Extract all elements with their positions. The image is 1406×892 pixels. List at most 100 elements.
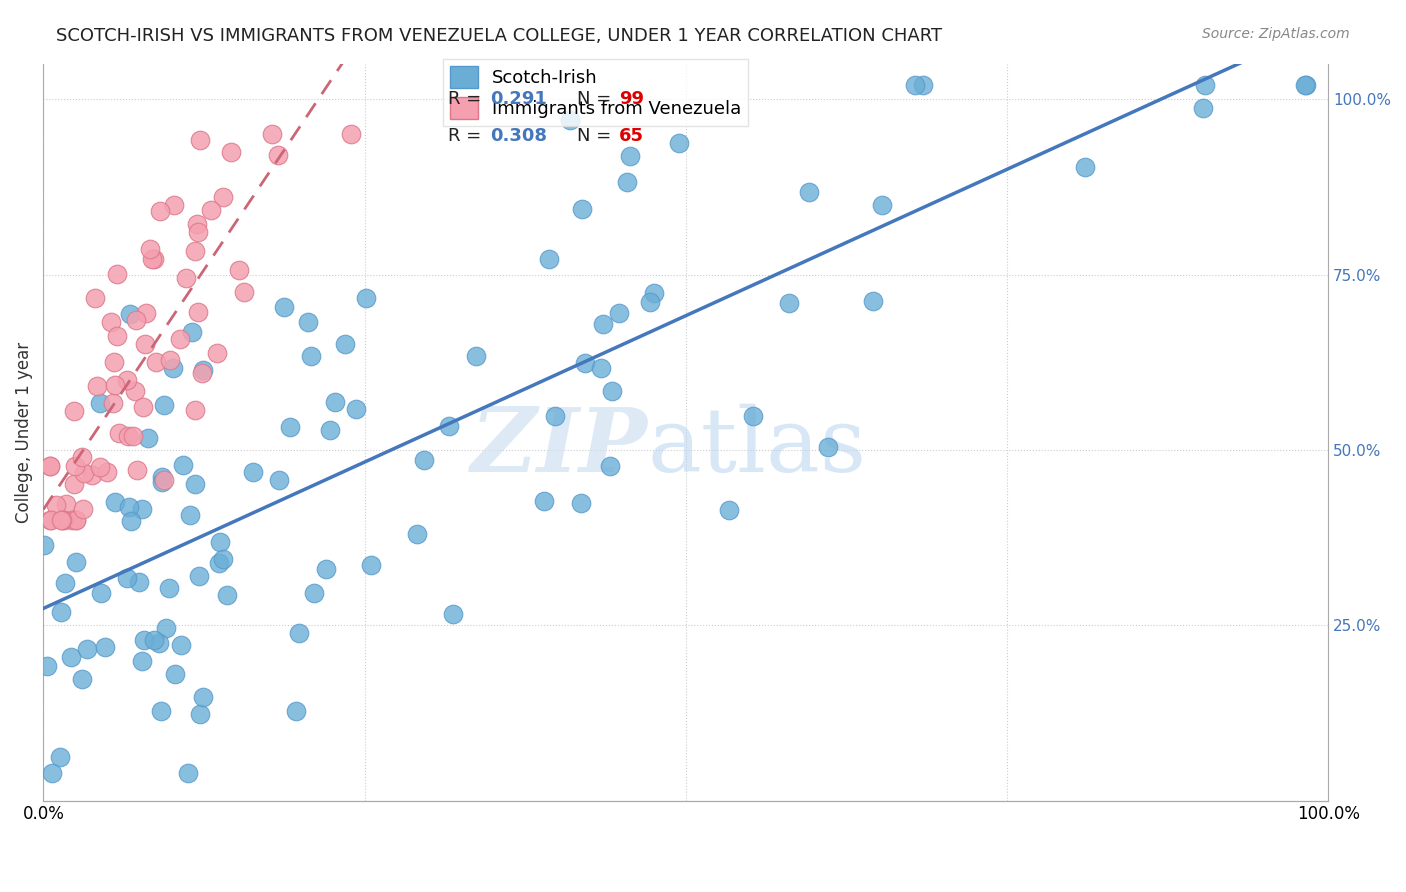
Point	[607, 305, 630, 319]
Point	[124, 313, 146, 327]
Text: SCOTCH-IRISH VS IMMIGRANTS FROM VENEZUELA COLLEGE, UNDER 1 YEAR CORRELATION CHAR: SCOTCH-IRISH VS IMMIGRANTS FROM VENEZUEL…	[56, 27, 942, 45]
Point	[187, 225, 209, 239]
Point	[70, 450, 93, 464]
Point	[538, 252, 561, 267]
Point	[778, 296, 800, 310]
Point	[191, 690, 214, 705]
Text: 65: 65	[619, 127, 644, 145]
Point	[638, 295, 661, 310]
Point	[72, 502, 94, 516]
Point	[105, 329, 128, 343]
Point	[90, 586, 112, 600]
Point	[1294, 78, 1316, 93]
Point	[107, 267, 129, 281]
Text: N =: N =	[576, 127, 617, 145]
Point	[405, 527, 427, 541]
Point	[159, 353, 181, 368]
Text: 0.291: 0.291	[491, 90, 547, 108]
Point	[153, 398, 176, 412]
Point	[191, 363, 214, 377]
Point	[131, 501, 153, 516]
Point	[232, 285, 254, 300]
Legend: Scotch-Irish, Immigrants from Venezuela: Scotch-Irish, Immigrants from Venezuela	[443, 59, 748, 126]
Point	[1194, 78, 1216, 93]
Point	[104, 377, 127, 392]
Point	[299, 349, 322, 363]
Point	[100, 315, 122, 329]
Point	[742, 409, 765, 423]
Point	[333, 337, 356, 351]
Point	[619, 149, 641, 163]
Point	[155, 622, 177, 636]
Point	[136, 431, 159, 445]
Point	[591, 361, 613, 376]
Text: 99: 99	[619, 90, 644, 108]
Point	[142, 252, 165, 267]
Point	[616, 175, 638, 189]
Point	[170, 638, 193, 652]
Point	[569, 496, 592, 510]
Point	[132, 400, 155, 414]
Point	[643, 286, 665, 301]
Point	[49, 605, 72, 619]
Point	[152, 469, 174, 483]
Point	[162, 360, 184, 375]
Point	[101, 396, 124, 410]
Point	[49, 750, 72, 764]
Point	[464, 350, 486, 364]
Point	[62, 476, 84, 491]
Point	[356, 291, 378, 305]
Text: Source: ZipAtlas.com: Source: ZipAtlas.com	[1202, 27, 1350, 41]
Point	[104, 495, 127, 509]
Point	[141, 252, 163, 266]
Point	[288, 626, 311, 640]
Point	[571, 202, 593, 217]
Point	[187, 305, 209, 319]
Point	[55, 576, 77, 591]
Point	[51, 513, 73, 527]
Point	[145, 355, 167, 369]
Point	[142, 633, 165, 648]
Point	[267, 148, 290, 162]
Point	[32, 537, 55, 551]
Point	[184, 477, 207, 491]
Point	[817, 440, 839, 454]
Point	[127, 463, 149, 477]
Point	[437, 419, 460, 434]
Point	[157, 581, 180, 595]
Point	[122, 429, 145, 443]
Point	[89, 396, 111, 410]
Point	[441, 607, 464, 622]
Point	[52, 513, 75, 527]
Point	[63, 404, 86, 418]
Point	[184, 244, 207, 258]
Text: R =: R =	[449, 127, 486, 145]
Point	[149, 204, 172, 219]
Point	[89, 460, 111, 475]
Point	[84, 291, 107, 305]
Point	[139, 242, 162, 256]
Point	[1295, 78, 1317, 93]
Point	[187, 568, 209, 582]
Point	[207, 556, 229, 570]
Point	[544, 409, 567, 423]
Point	[153, 474, 176, 488]
Point	[120, 307, 142, 321]
Point	[186, 217, 208, 231]
Text: 0.308: 0.308	[491, 127, 547, 145]
Point	[150, 475, 173, 489]
Point	[211, 551, 233, 566]
Point	[169, 332, 191, 346]
Point	[340, 128, 363, 142]
Point	[190, 133, 212, 147]
Y-axis label: College, Under 1 year: College, Under 1 year	[15, 342, 32, 523]
Point	[212, 190, 235, 204]
Point	[799, 186, 821, 200]
Point	[200, 202, 222, 217]
Point	[360, 558, 382, 572]
Point	[862, 294, 884, 309]
Point	[134, 337, 156, 351]
Point	[135, 306, 157, 320]
Point	[177, 765, 200, 780]
Text: R =: R =	[449, 90, 486, 108]
